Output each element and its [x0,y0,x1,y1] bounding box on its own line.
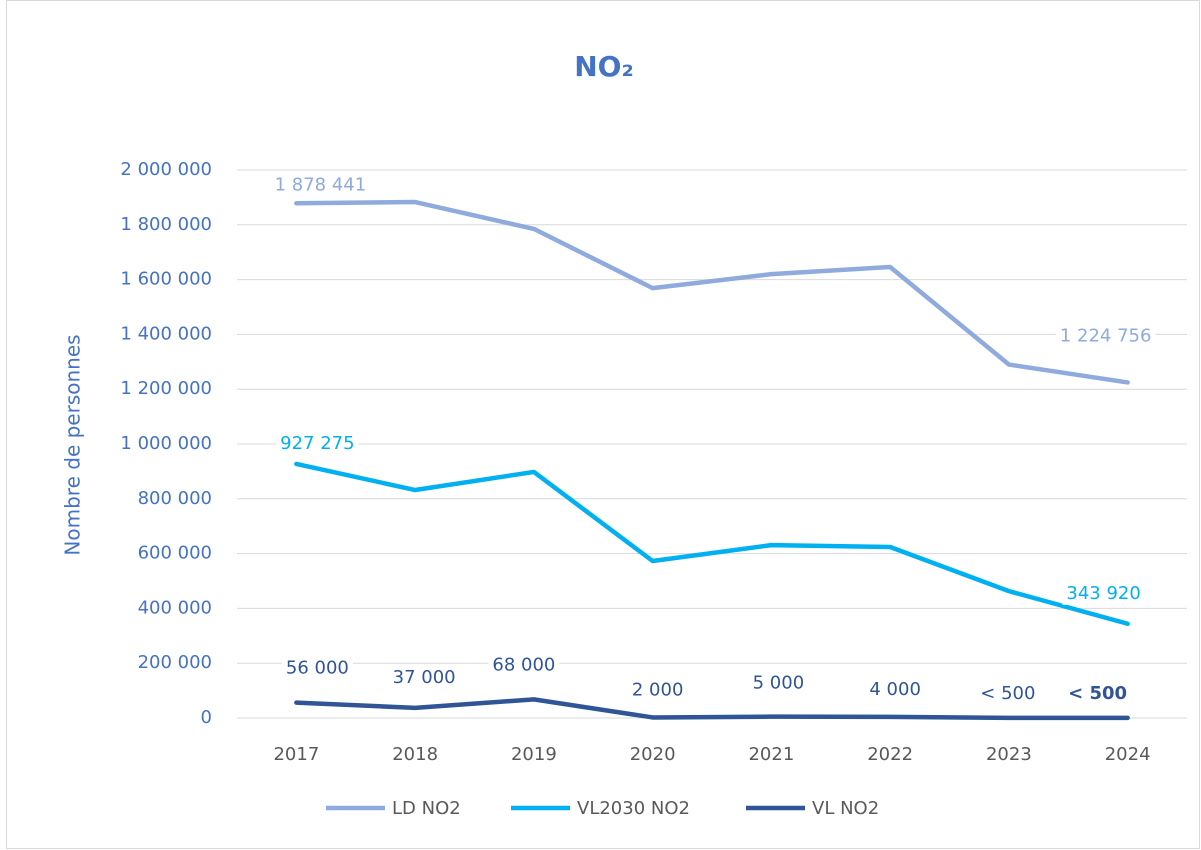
data-label-bg [865,677,925,701]
series-line [294,199,1130,385]
x-tick-label: 2021 [748,744,794,765]
x-tick-label: 2024 [1105,744,1151,765]
data-label-bg [748,671,809,695]
y-tick-label: 1 000 000 [120,433,212,454]
x-tick-label: 2019 [511,744,557,765]
data-label-bg [488,653,560,677]
data-label: < 500 [980,683,1035,704]
series-line [294,697,1130,721]
x-tick-label: 2017 [273,744,319,765]
data-label-bg [388,665,460,689]
y-tick-label: 1 400 000 [120,323,212,344]
y-tick-label: 400 000 [138,597,212,618]
data-label: 68 000 [492,654,555,675]
data-label-bg [1055,324,1156,348]
y-tick-label: 0 [201,707,212,728]
frame [6,0,1200,849]
data-label: 4 000 [869,679,921,700]
data-label: 927 275 [280,433,354,454]
data-label-bg [1064,681,1132,705]
data-label: 37 000 [393,667,456,688]
data-label: 1 878 441 [275,174,367,195]
legend-label: LD NO2 [392,798,461,819]
data-label-bg [1062,581,1145,605]
y-tick-label: 2 000 000 [120,159,212,180]
y-tick-label: 1 800 000 [120,214,212,235]
chart-title: NO₂ [574,50,634,83]
y-tick-label: 1 200 000 [120,378,212,399]
x-tick-label: 2018 [392,744,438,765]
data-label: 343 920 [1066,583,1140,604]
y-axis-label: Nombre de personnes [61,334,85,555]
data-label-bg [627,678,688,702]
y-tick-label: 600 000 [138,543,212,564]
x-tick-label: 2022 [867,744,913,765]
x-tick-label: 2023 [986,744,1032,765]
data-label: 2 000 [632,679,684,700]
y-tick-label: 1 600 000 [120,269,212,290]
y-tick-label: 800 000 [138,488,212,509]
series-line [294,461,1130,627]
data-label: 5 000 [753,673,805,694]
data-label: 1 224 756 [1060,325,1152,346]
legend-label: VL2030 NO2 [577,798,690,819]
x-tick-label: 2020 [630,744,676,765]
data-label: 56 000 [286,658,349,679]
data-label-bg [976,681,1040,705]
data-label: < 500 [1068,683,1127,704]
y-tick-label: 200 000 [138,652,212,673]
data-label-bg [270,173,371,197]
data-label-bg [276,431,359,455]
legend-label: VL NO2 [812,798,879,819]
data-label-bg [281,656,353,680]
